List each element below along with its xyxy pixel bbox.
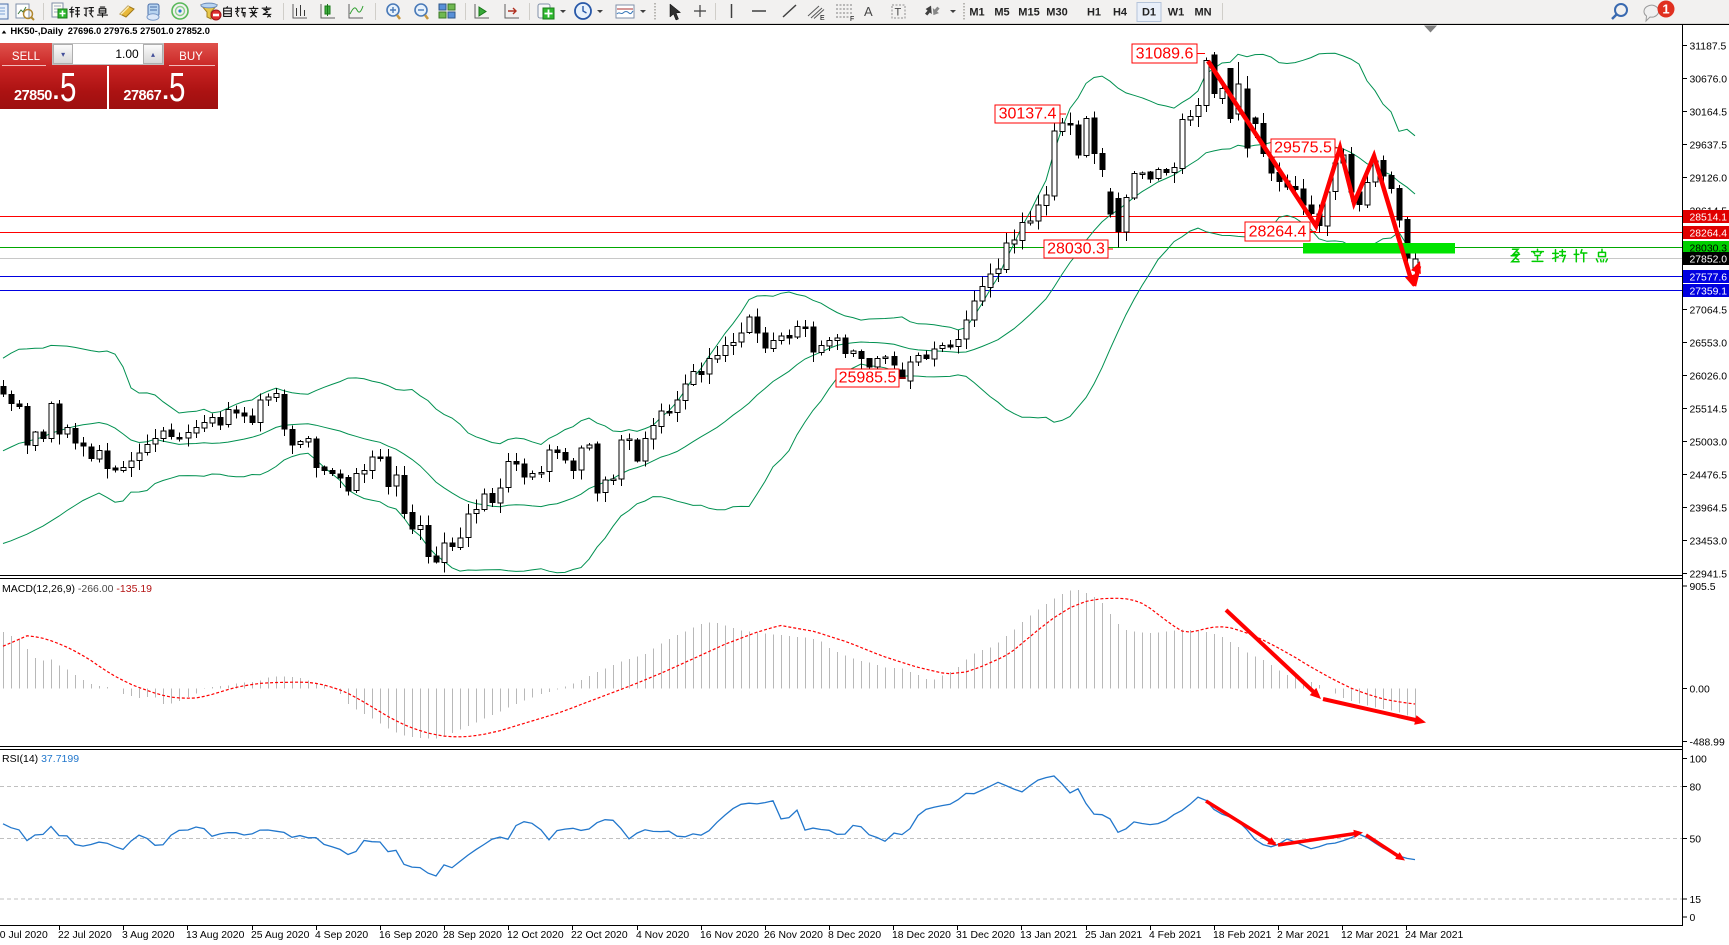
svg-text:31187.5: 31187.5 (1690, 42, 1727, 53)
svg-text:3 Aug 2020: 3 Aug 2020 (122, 930, 175, 941)
svg-text:12 Mar 2021: 12 Mar 2021 (1341, 930, 1400, 941)
svg-text:29575.5: 29575.5 (1274, 140, 1332, 157)
svg-text:29637.5: 29637.5 (1690, 141, 1728, 152)
svg-text:D1: D1 (1142, 7, 1156, 19)
svg-text:MN: MN (1194, 7, 1211, 19)
svg-text:23964.5: 23964.5 (1690, 504, 1728, 515)
svg-text:2 Mar 2021: 2 Mar 2021 (1277, 930, 1330, 941)
svg-text:29126.0: 29126.0 (1690, 174, 1728, 185)
svg-text:31089.6: 31089.6 (1136, 46, 1194, 63)
svg-text:T: T (895, 7, 902, 19)
svg-text:26553.0: 26553.0 (1690, 339, 1728, 350)
svg-text:27577.6: 27577.6 (1690, 273, 1728, 284)
svg-text:30676.0: 30676.0 (1690, 75, 1728, 86)
svg-text:28264.4: 28264.4 (1249, 224, 1307, 241)
svg-text:28514.1: 28514.1 (1690, 213, 1728, 224)
svg-text:27696.0 27976.5 27501.0 27852.: 27696.0 27976.5 27501.0 27852.0 (68, 26, 210, 36)
svg-text:30137.4: 30137.4 (999, 106, 1057, 123)
svg-text:28264.4: 28264.4 (1690, 229, 1728, 240)
svg-text:22 Jul 2020: 22 Jul 2020 (58, 930, 112, 941)
svg-text:4 Sep 2020: 4 Sep 2020 (315, 930, 368, 941)
svg-text:100: 100 (1690, 755, 1708, 766)
svg-text:13 Aug 2020: 13 Aug 2020 (186, 930, 245, 941)
svg-text:28030.3: 28030.3 (1690, 244, 1728, 255)
svg-text:25514.5: 25514.5 (1690, 405, 1728, 416)
svg-text:24 Mar 2021: 24 Mar 2021 (1405, 930, 1464, 941)
svg-text:26 Nov 2020: 26 Nov 2020 (764, 930, 823, 941)
svg-text:-488.99: -488.99 (1690, 738, 1725, 749)
svg-text:10 Jul 2020: 10 Jul 2020 (0, 930, 48, 941)
svg-text:50: 50 (1690, 835, 1702, 846)
svg-text:25003.0: 25003.0 (1690, 438, 1728, 449)
svg-text:M15: M15 (1018, 7, 1039, 19)
svg-text:30164.5: 30164.5 (1690, 108, 1728, 119)
svg-text:H4: H4 (1113, 7, 1128, 19)
svg-text:0.00: 0.00 (1690, 685, 1710, 696)
svg-text:27064.5: 27064.5 (1690, 306, 1728, 317)
svg-text:MACD(12,26,9) -266.00 -135.19: MACD(12,26,9) -266.00 -135.19 (2, 583, 152, 595)
svg-text:M5: M5 (994, 7, 1009, 19)
svg-text:22941.5: 22941.5 (1690, 570, 1728, 581)
svg-text:E: E (820, 15, 825, 22)
svg-text:13 Jan 2021: 13 Jan 2021 (1020, 930, 1077, 941)
svg-text:18 Feb 2021: 18 Feb 2021 (1213, 930, 1272, 941)
svg-text:80: 80 (1690, 783, 1702, 794)
svg-text:M30: M30 (1046, 7, 1067, 19)
svg-text:15: 15 (1690, 895, 1702, 906)
svg-text:28030.3: 28030.3 (1047, 241, 1105, 258)
svg-text:25 Aug 2020: 25 Aug 2020 (251, 930, 310, 941)
svg-text:RSI(14) 37.7199: RSI(14) 37.7199 (2, 753, 79, 765)
svg-text:28 Sep 2020: 28 Sep 2020 (443, 930, 502, 941)
svg-text:31 Dec 2020: 31 Dec 2020 (956, 930, 1015, 941)
svg-text:18 Dec 2020: 18 Dec 2020 (892, 930, 951, 941)
svg-text:4 Feb 2021: 4 Feb 2021 (1149, 930, 1202, 941)
svg-text:25985.5: 25985.5 (839, 370, 897, 387)
svg-text:22 Oct 2020: 22 Oct 2020 (571, 930, 628, 941)
svg-text:W1: W1 (1168, 7, 1185, 19)
svg-text:4 Nov 2020: 4 Nov 2020 (636, 930, 689, 941)
svg-text:16 Nov 2020: 16 Nov 2020 (700, 930, 759, 941)
svg-text:M1: M1 (969, 7, 984, 19)
svg-text:0: 0 (1690, 913, 1696, 924)
svg-text:27359.1: 27359.1 (1690, 287, 1728, 298)
svg-text:1: 1 (1662, 2, 1669, 17)
svg-text:16 Sep 2020: 16 Sep 2020 (379, 930, 438, 941)
svg-text:F: F (850, 16, 854, 23)
svg-text:HK50-,Daily: HK50-,Daily (10, 26, 64, 37)
svg-text:8 Dec 2020: 8 Dec 2020 (828, 930, 881, 941)
svg-text:25 Jan 2021: 25 Jan 2021 (1085, 930, 1142, 941)
svg-text:A: A (864, 4, 873, 19)
svg-text:23453.0: 23453.0 (1690, 537, 1728, 548)
svg-text:12 Oct 2020: 12 Oct 2020 (507, 930, 564, 941)
svg-text:H1: H1 (1087, 7, 1101, 19)
svg-text:905.5: 905.5 (1690, 582, 1716, 593)
svg-text:24476.5: 24476.5 (1690, 471, 1728, 482)
svg-text:26026.0: 26026.0 (1690, 372, 1728, 383)
svg-text:27852.0: 27852.0 (1690, 255, 1728, 266)
